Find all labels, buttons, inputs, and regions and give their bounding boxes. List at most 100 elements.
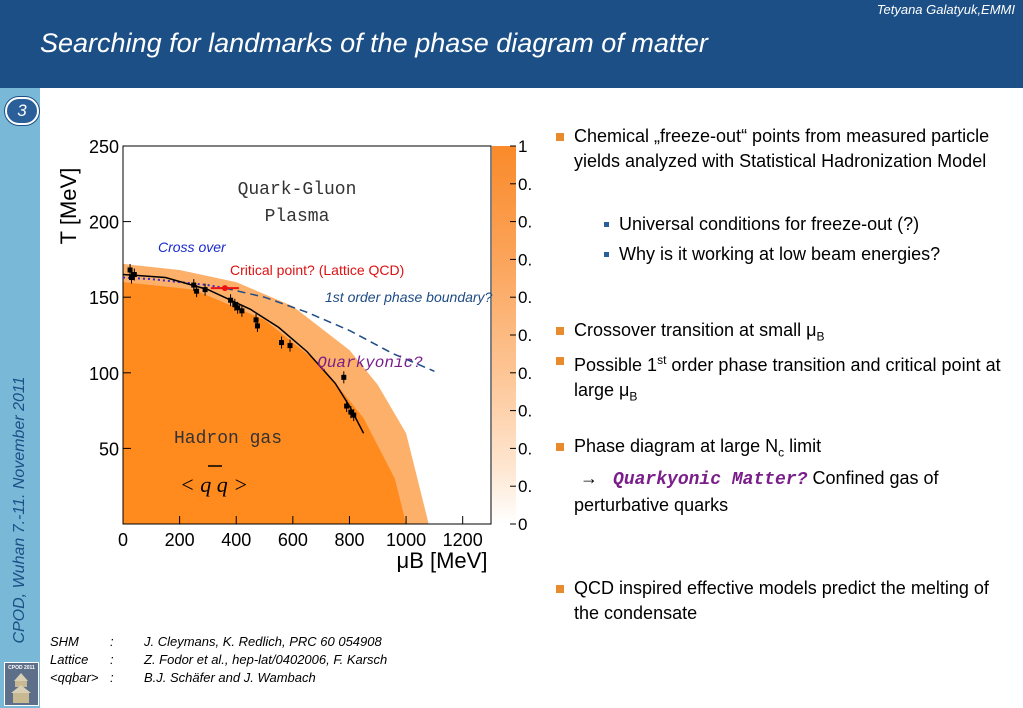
pagoda-icon [11, 673, 31, 703]
critical-point-marker [221, 285, 228, 292]
ref-sep: : [110, 670, 114, 685]
bullet-square-icon [556, 327, 564, 335]
bullet-text-cont: order phase transition and critical poin… [574, 355, 1001, 400]
bullet-text: QCD inspired effective models predict th… [574, 578, 989, 623]
quarkyonic-label: Quarkyonic? [317, 354, 423, 372]
freeze-out-point [279, 340, 285, 346]
colorbar-tick-label: 0.8 [518, 213, 532, 232]
bullet-square-icon [556, 133, 564, 141]
bullet-crossover: Crossover transition at small μB [556, 318, 1006, 350]
colorbar-ticks: 0 0.1 0.2 0.3 0.4 0.5 0.6 0.7 0.8 0.9 1 [510, 137, 532, 534]
freeze-out-point [128, 275, 134, 281]
freeze-out-point [235, 305, 241, 311]
bullet-text: Phase diagram at large N [574, 436, 779, 456]
condensate-label: < q q > [180, 472, 248, 497]
bullet-text: Possible 1 [574, 355, 658, 375]
bullet-text-rest: Confined gas of perturbative quarks [574, 467, 939, 515]
logo-text: CPOD 2011 [8, 665, 35, 671]
ref-text: Z. Fodor et al., hep-lat/0402006, F. Kar… [144, 652, 388, 667]
freeze-out-point [254, 323, 260, 329]
x-tick-label: 0 [118, 530, 128, 550]
freeze-out-point [131, 272, 137, 278]
slide-number: 3 [5, 97, 39, 125]
curves-layer [123, 273, 435, 434]
sub-bullet-universal: Universal conditions for freeze-out (?) [604, 212, 919, 237]
freeze-out-point [344, 403, 350, 409]
crossover-annotation: Cross over [158, 239, 227, 255]
ref-text: J. Cleymans, K. Redlich, PRC 60 054908 [144, 634, 382, 649]
x-tick-label: 200 [165, 530, 195, 550]
y-tick-label: 150 [89, 288, 119, 308]
slide-title: Searching for landmarks of the phase dia… [40, 28, 708, 58]
author-name: Tetyana Galatyuk,EMMI [876, 2, 1015, 17]
ref-sep: : [110, 634, 114, 649]
first-order-annotation: 1st order phase boundary? [325, 289, 493, 305]
freeze-out-point [287, 343, 293, 349]
plot-frame [122, 145, 492, 525]
colorbar-tick-label: 1 [518, 137, 527, 156]
colorbar-tick-label: 0.6 [518, 288, 532, 307]
bullet-text: Crossover transition at small μ [574, 320, 817, 340]
quarkyonic-matter-text: Quarkyonic Matter? [613, 469, 808, 490]
sub-bullet-square-icon [604, 252, 609, 257]
colorbar-tick-label: 0.1 [518, 477, 532, 496]
freeze-out-point [228, 297, 234, 303]
conference-logo: CPOD 2011 [4, 662, 39, 706]
freeze-out-point [232, 302, 238, 308]
y-tick-label: 200 [89, 213, 119, 233]
colorbar-tick-label: 0 [518, 515, 527, 534]
freeze-out-point [127, 267, 133, 273]
freeze-out-points [127, 263, 357, 422]
arrow-icon: → [580, 467, 598, 488]
x-tick-label: 1000 [386, 530, 426, 550]
colorbar-tick-label: 0.2 [518, 439, 532, 458]
ref-label: SHM [50, 634, 79, 649]
bullet-square-icon [556, 585, 564, 593]
colorbar-tick-label: 0.5 [518, 326, 532, 345]
x-tick-label: 400 [221, 530, 251, 550]
freeze-out-point [341, 374, 347, 380]
ref-text: B.J. Schäfer and J. Wambach [144, 670, 316, 685]
x-axis-label: μB [MeV] [397, 548, 488, 573]
qgp-label-line1: Quark-Gluon [238, 180, 357, 200]
bullet-large-nc: Phase diagram at large Nc limit → Quarkyo… [556, 434, 1006, 518]
freeze-out-curve [123, 273, 365, 434]
freeze-out-point [351, 412, 357, 418]
bullet-text: Chemical „freeze-out“ points from measur… [574, 126, 990, 171]
colorbar-tick-label: 0.9 [518, 175, 532, 194]
sub-bullet-square-icon [604, 222, 609, 227]
freeze-out-point [253, 317, 259, 323]
slide-header: Tetyana Galatyuk,EMMI Searching for land… [0, 0, 1023, 88]
freeze-out-point [239, 308, 245, 314]
critical-point-annotation: Critical point? (Lattice QCD) [230, 262, 404, 278]
bullet-square-icon [556, 443, 564, 451]
freeze-out-point [191, 282, 197, 288]
hadron-gas-region [123, 282, 407, 524]
subscript: c [778, 445, 785, 460]
conference-label: CPOD, Wuhan 7.-11. November 2011 [11, 376, 28, 644]
phase-diagram-chart: 0 200 400 600 800 1000 1200 50 100 150 200 250 0 0.1… [56, 137, 532, 573]
freeze-out-point [202, 287, 208, 293]
qgp-label-line2: Plasma [265, 207, 330, 227]
x-tick-label: 600 [278, 530, 308, 550]
sub-bullet-text: Why is it working at low beam energies? [619, 244, 941, 264]
sidebar [0, 88, 40, 708]
colorbar-tick-label: 0.4 [518, 364, 532, 383]
axis-ticks: 0 200 400 600 800 1000 1200 50 100 150 200 250 [89, 137, 483, 550]
freeze-out-point [348, 409, 354, 415]
subscript: B [629, 389, 638, 404]
hadron-gas-label: Hadron gas [174, 429, 282, 449]
sub-bullet-low-energies: Why is it working at low beam energies? [604, 242, 940, 267]
ref-label: <qqbar> [50, 670, 99, 685]
bullet-qcd-models: QCD inspired effective models predict th… [556, 576, 1006, 626]
ref-sep: : [110, 652, 114, 667]
sub-bullet-text: Universal conditions for freeze-out (?) [619, 214, 920, 234]
y-tick-label: 100 [89, 364, 119, 384]
bullet-freeze-out: Chemical „freeze-out“ points from measur… [556, 124, 1006, 174]
x-tick-label: 1200 [443, 530, 483, 550]
y-axis-label: T [MeV] [56, 168, 81, 245]
bullet-text-cont: limit [784, 436, 822, 456]
colorbar-tick-label: 0.3 [518, 402, 532, 421]
first-order-boundary [224, 287, 435, 372]
superscript: st [657, 353, 667, 367]
